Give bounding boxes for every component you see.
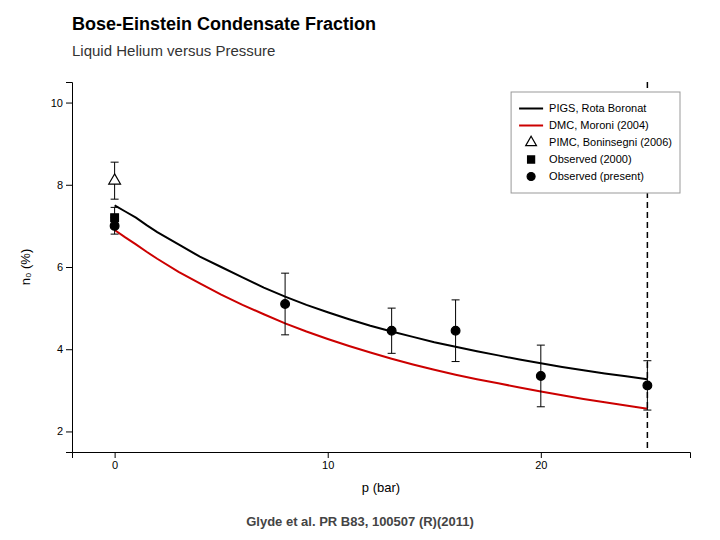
legend-item: Observed (present) <box>527 170 644 182</box>
legend-label: Observed (2000) <box>549 153 632 165</box>
point <box>281 300 290 309</box>
legend-item: PIGS, Rota Boronat <box>519 102 646 114</box>
legend-swatch <box>526 136 537 145</box>
title: Bose-Einstein Condensate Fraction <box>72 14 376 34</box>
legend-label: PIGS, Rota Boronat <box>549 102 646 114</box>
y-tick: 6 <box>57 261 72 273</box>
x-axis: 0 10 20 <box>73 452 691 471</box>
subtitle: Liquid Helium versus Pressure <box>72 42 275 59</box>
legend-box <box>511 92 680 193</box>
y-tick-mark <box>66 349 72 350</box>
legend-swatch <box>519 125 543 127</box>
error-bar <box>537 345 545 407</box>
annotation: Glyde et al. PR B83, 100507 (R)(2011) <box>246 514 474 529</box>
y-tick-label: 2 <box>57 425 63 437</box>
point <box>110 222 119 231</box>
y-tick: 2 <box>57 425 72 437</box>
y-tick-mark <box>66 431 72 432</box>
legend-label: PIMC, Boninsegni (2006) <box>549 136 672 148</box>
x-axis-title: p (bar) <box>362 480 400 495</box>
legend-label: Observed (present) <box>549 170 644 182</box>
y-axis-line <box>66 83 73 453</box>
point <box>387 326 396 335</box>
series-line <box>115 230 648 409</box>
legend-item: PIMC, Boninsegni (2006) <box>526 136 672 148</box>
point <box>536 372 545 381</box>
error-bar <box>388 308 396 353</box>
error-bar <box>643 361 651 410</box>
y-tick-mark <box>66 103 72 104</box>
y-tick: 10 <box>51 97 72 109</box>
x-tick: 0 <box>112 452 118 471</box>
x-tick-mark <box>115 452 116 458</box>
legend-item: DMC, Moroni (2004) <box>519 119 649 131</box>
point <box>643 381 652 390</box>
error-bar <box>452 300 460 362</box>
y-tick: 4 <box>57 343 72 355</box>
y-tick-label: 6 <box>57 261 63 273</box>
error-bar <box>281 273 289 335</box>
x-tick-label: 20 <box>535 459 547 471</box>
error-bar <box>111 218 119 234</box>
x-tick: 20 <box>535 452 547 471</box>
legend-swatch <box>528 156 535 163</box>
y-tick-label: 4 <box>57 343 63 355</box>
y-axis-title: n₀ (%) <box>18 249 33 285</box>
y-tick-label: 8 <box>57 179 63 191</box>
point <box>451 326 460 335</box>
y-tick-label: 10 <box>51 97 63 109</box>
x-axis-line <box>73 453 691 459</box>
x-tick: 10 <box>322 452 334 471</box>
legend: PIGS, Rota Boronat DMC, Moroni (2004) PIMC… <box>511 92 680 193</box>
x-tick-label: 10 <box>322 459 334 471</box>
point <box>109 174 121 184</box>
y-tick-mark <box>66 185 72 186</box>
chart: Bose-Einstein Condensate Fraction Liquid … <box>0 0 720 540</box>
x-tick-mark <box>541 452 542 458</box>
y-tick-mark <box>66 267 72 268</box>
y-axis: 2 4 6 8 10 <box>51 83 73 453</box>
legend-swatch <box>519 108 543 110</box>
legend-item: Observed (2000) <box>528 153 632 165</box>
legend-label: DMC, Moroni (2004) <box>549 119 649 131</box>
series-line <box>115 205 648 379</box>
x-tick-label: 0 <box>112 459 118 471</box>
legend-swatch <box>527 173 535 181</box>
x-tick-mark <box>328 452 329 458</box>
y-tick: 8 <box>57 179 72 191</box>
